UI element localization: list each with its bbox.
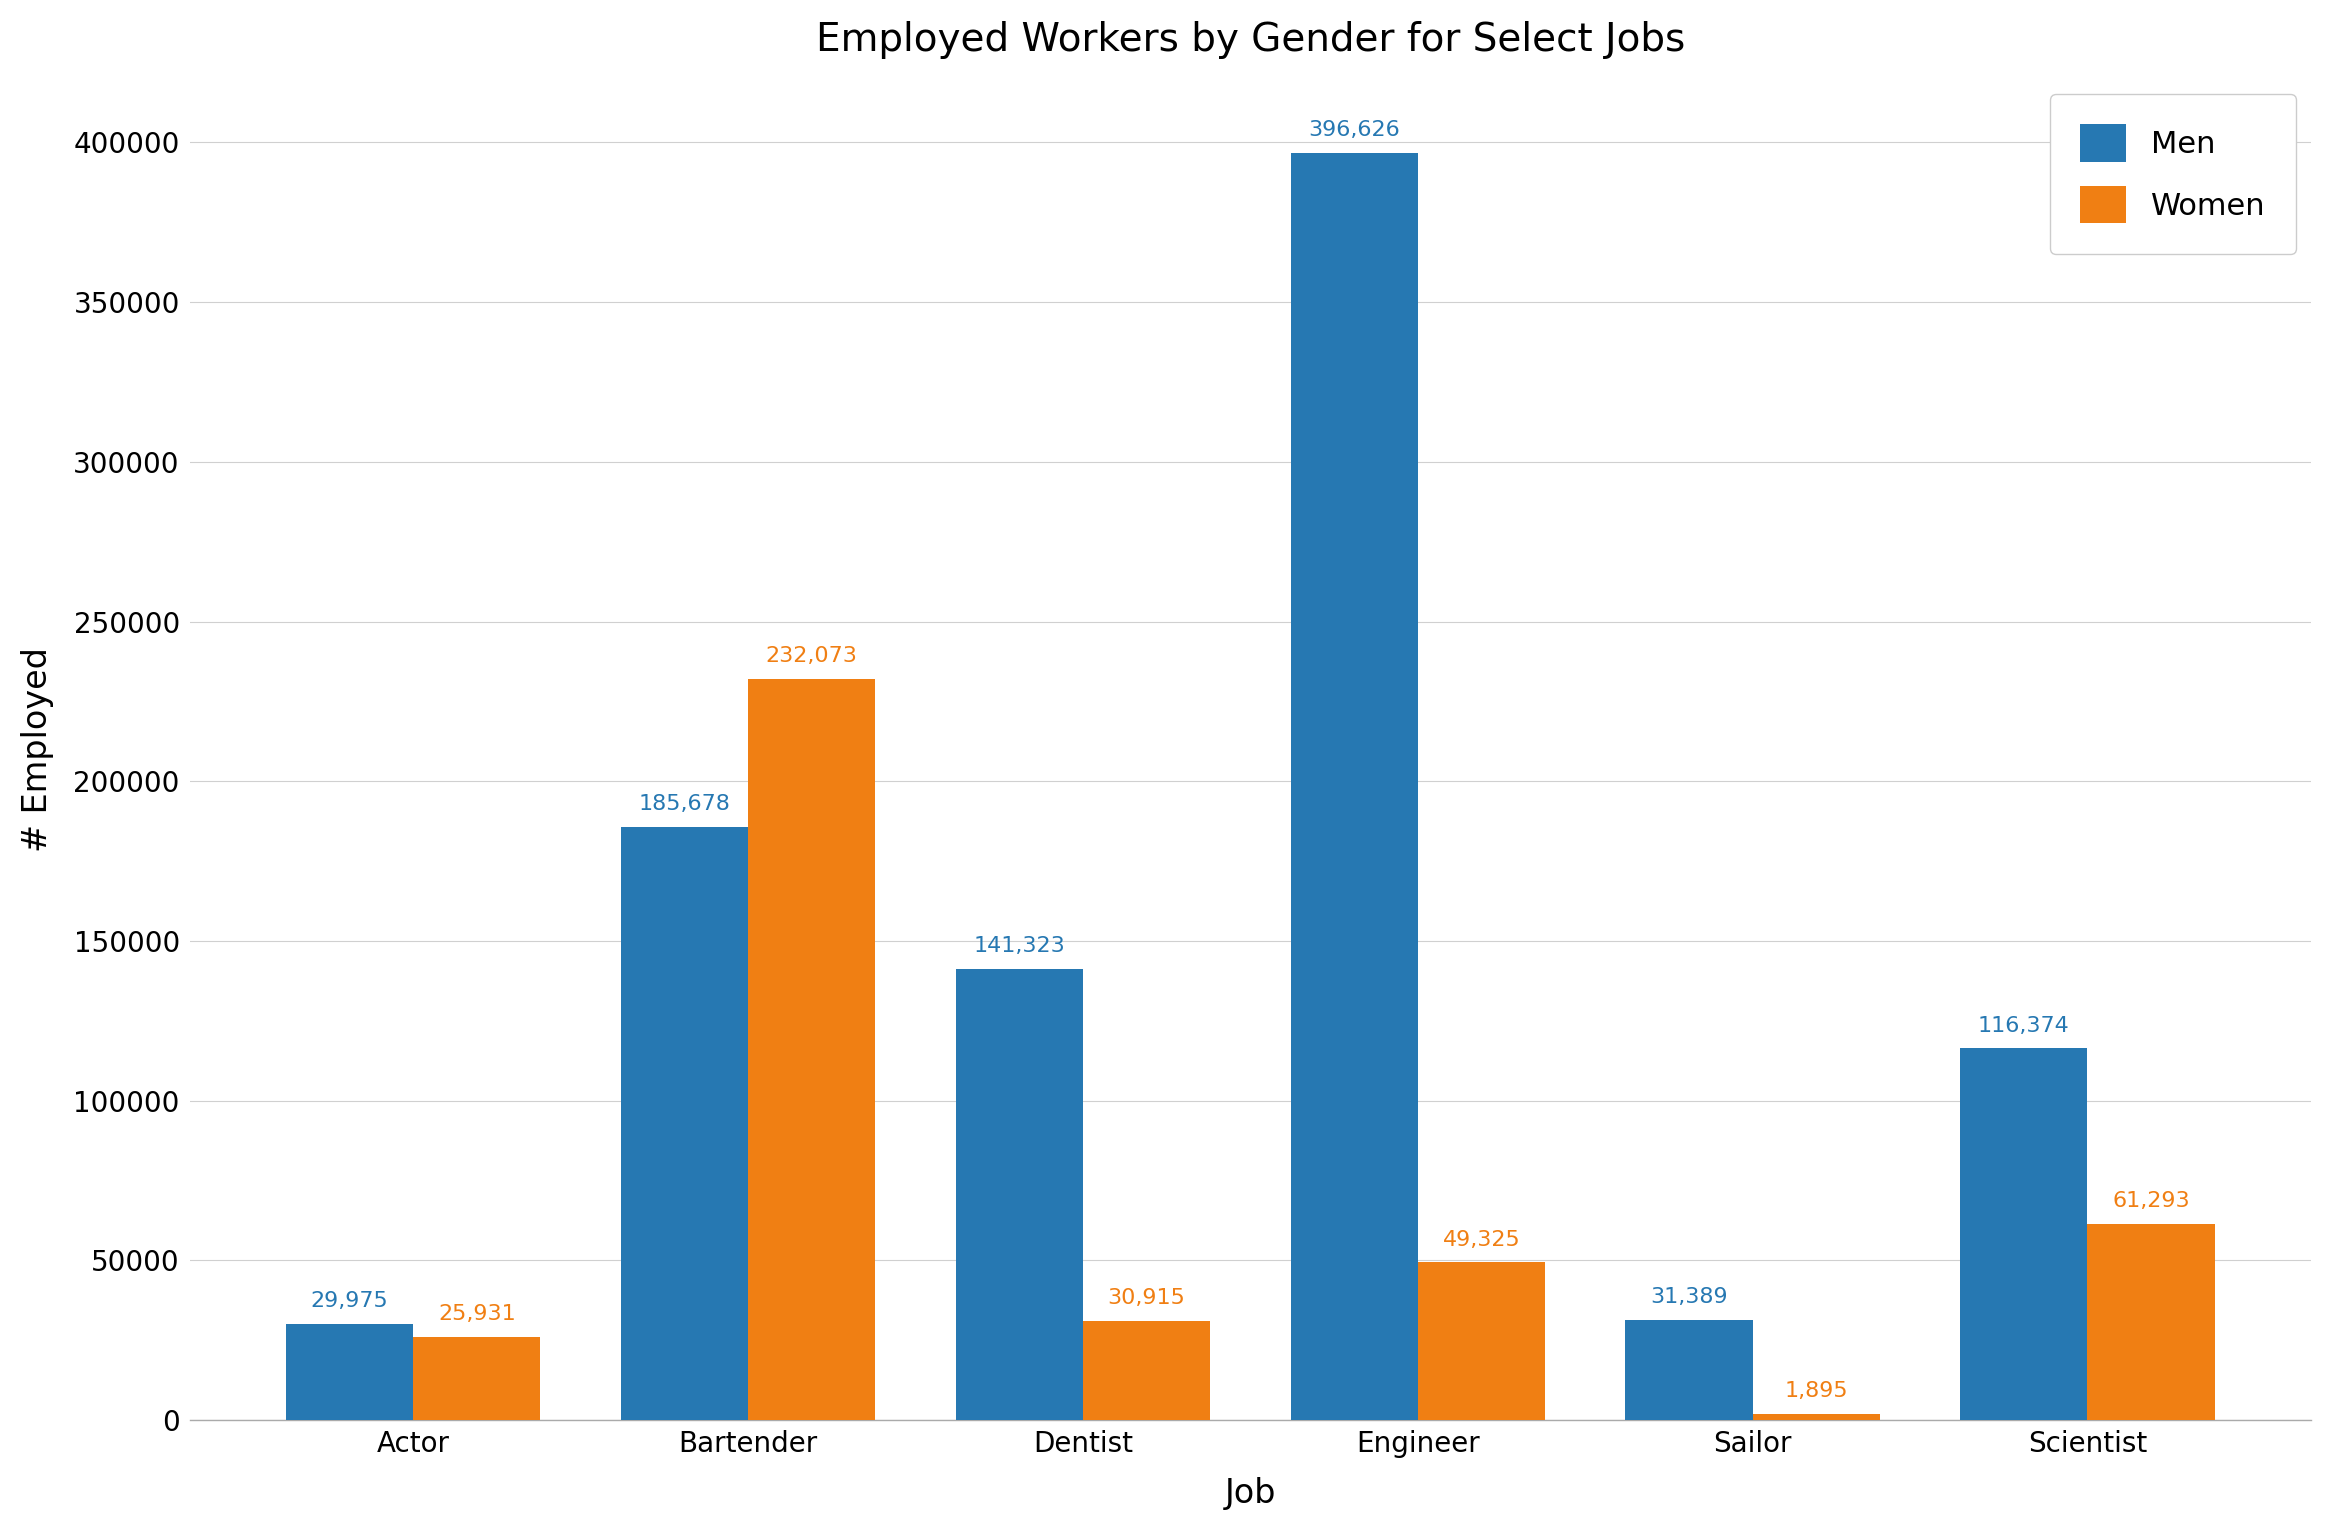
Text: 232,073: 232,073 — [765, 646, 858, 666]
Text: 49,325: 49,325 — [1444, 1229, 1520, 1249]
Text: 396,626: 396,626 — [1308, 121, 1399, 141]
Text: 29,975: 29,975 — [310, 1292, 389, 1312]
Bar — [1625, 1320, 1754, 1419]
Legend: Men, Women: Men, Women — [2050, 93, 2297, 254]
Bar — [620, 827, 749, 1419]
Text: 1,895: 1,895 — [1784, 1381, 1847, 1401]
Text: 141,323: 141,323 — [972, 935, 1066, 955]
Text: 25,931: 25,931 — [438, 1304, 515, 1324]
Text: 30,915: 30,915 — [1108, 1289, 1185, 1309]
Text: 31,389: 31,389 — [1651, 1288, 1728, 1307]
Bar — [749, 678, 874, 1419]
Bar — [956, 969, 1082, 1419]
Bar — [413, 1337, 541, 1419]
Bar — [1082, 1321, 1210, 1419]
Bar — [1961, 1049, 2087, 1419]
Text: 116,374: 116,374 — [1978, 1015, 2071, 1035]
Text: 185,678: 185,678 — [639, 795, 730, 814]
Bar — [287, 1324, 413, 1419]
Bar — [2087, 1225, 2215, 1419]
Bar — [1290, 153, 1418, 1419]
Bar — [1754, 1415, 1880, 1419]
X-axis label: Job: Job — [1224, 1477, 1276, 1510]
Title: Employed Workers by Gender for Select Jobs: Employed Workers by Gender for Select Jo… — [816, 21, 1686, 58]
Bar — [1418, 1263, 1546, 1419]
Y-axis label: # Employed: # Employed — [21, 648, 54, 851]
Text: 61,293: 61,293 — [2113, 1191, 2190, 1211]
